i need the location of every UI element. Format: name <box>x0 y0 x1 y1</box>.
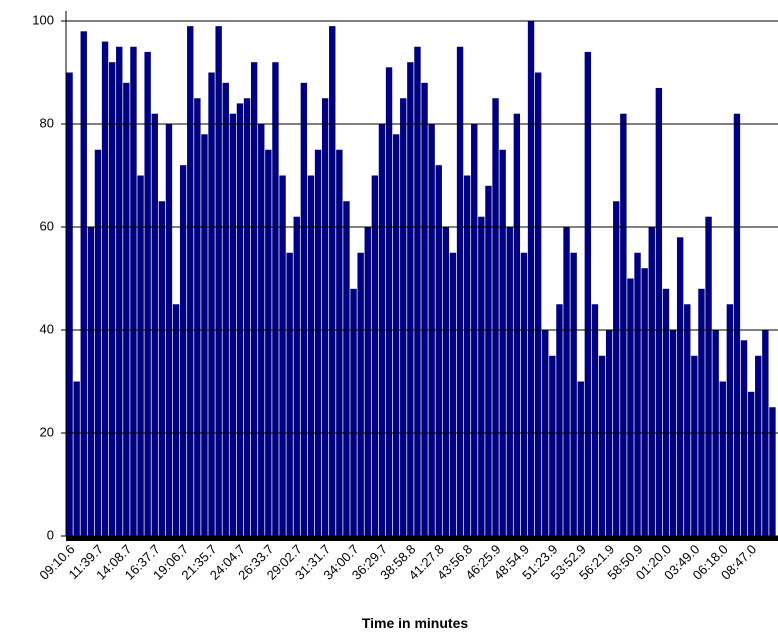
bar <box>769 407 776 536</box>
bar <box>520 252 528 536</box>
bar <box>293 216 300 536</box>
bar <box>691 355 698 536</box>
bar <box>499 149 506 536</box>
bar <box>179 165 187 536</box>
bar <box>449 252 457 536</box>
bar <box>698 288 705 536</box>
bar <box>620 113 627 536</box>
bar <box>158 201 166 536</box>
bar <box>66 72 73 536</box>
bar <box>577 381 584 536</box>
bar <box>641 268 648 536</box>
bar <box>385 67 393 536</box>
bar <box>584 51 592 537</box>
bar <box>492 98 499 536</box>
bar <box>229 113 237 536</box>
x-axis <box>66 536 778 541</box>
bar <box>73 381 80 536</box>
bar <box>101 41 109 536</box>
bar <box>684 304 691 536</box>
bar <box>421 82 428 537</box>
bar <box>400 98 407 536</box>
y-tick-label: 20 <box>40 424 54 439</box>
bar <box>194 98 201 536</box>
bar <box>613 201 620 536</box>
bar <box>598 355 606 536</box>
bar <box>215 26 222 537</box>
bar <box>329 26 336 537</box>
bar <box>527 21 535 536</box>
bar <box>151 113 158 536</box>
bar <box>485 185 492 537</box>
bar <box>719 381 726 536</box>
bar <box>563 227 570 536</box>
bar <box>456 46 464 536</box>
bar <box>300 82 308 537</box>
bar <box>137 175 144 536</box>
bar <box>556 304 563 536</box>
bar <box>591 304 599 536</box>
bar <box>243 98 251 536</box>
bar <box>250 62 258 536</box>
bar <box>534 72 542 536</box>
bar <box>364 227 371 536</box>
bar <box>108 62 116 536</box>
bar <box>343 201 350 536</box>
bar <box>336 149 343 536</box>
bar <box>407 62 414 536</box>
x-axis-title: Time in minutes <box>362 615 469 631</box>
bar <box>414 46 421 536</box>
y-tick-label: 40 <box>40 321 54 336</box>
bar <box>662 288 670 536</box>
bar <box>87 227 95 536</box>
bar <box>740 340 748 536</box>
bar <box>506 227 513 536</box>
bar <box>442 227 450 536</box>
bar <box>201 134 208 537</box>
bar <box>570 252 577 536</box>
bar <box>478 216 485 536</box>
bar <box>634 252 641 536</box>
bar <box>236 103 244 537</box>
bar <box>80 31 87 537</box>
bar <box>286 252 293 536</box>
bar <box>307 175 315 536</box>
bar <box>208 72 215 536</box>
bar <box>357 252 364 536</box>
bar <box>392 134 400 537</box>
bar <box>272 62 279 536</box>
bar <box>726 304 734 536</box>
bar <box>123 82 130 537</box>
bar <box>549 355 556 536</box>
bar <box>314 149 322 536</box>
bar <box>371 175 379 536</box>
bar <box>513 113 521 536</box>
bar <box>172 304 180 536</box>
bar <box>130 46 137 536</box>
y-tick-label: 80 <box>40 115 54 130</box>
bar <box>755 355 762 536</box>
bar <box>648 227 655 536</box>
bar <box>144 51 151 537</box>
bar <box>627 278 634 536</box>
bar <box>94 149 102 536</box>
bar <box>350 288 357 536</box>
bar <box>116 46 123 536</box>
bar <box>187 26 194 537</box>
y-tick-label: 60 <box>40 218 54 233</box>
y-tick-label: 0 <box>47 527 54 542</box>
bar <box>435 165 442 536</box>
bar <box>463 175 471 536</box>
bar <box>655 87 663 536</box>
bar <box>705 216 712 536</box>
bar <box>321 98 329 536</box>
bar <box>222 82 229 537</box>
bar <box>747 391 755 536</box>
y-tick-label: 100 <box>32 12 54 27</box>
bar <box>676 237 684 537</box>
bar <box>733 113 741 536</box>
bar <box>279 175 286 536</box>
bar <box>265 149 272 536</box>
